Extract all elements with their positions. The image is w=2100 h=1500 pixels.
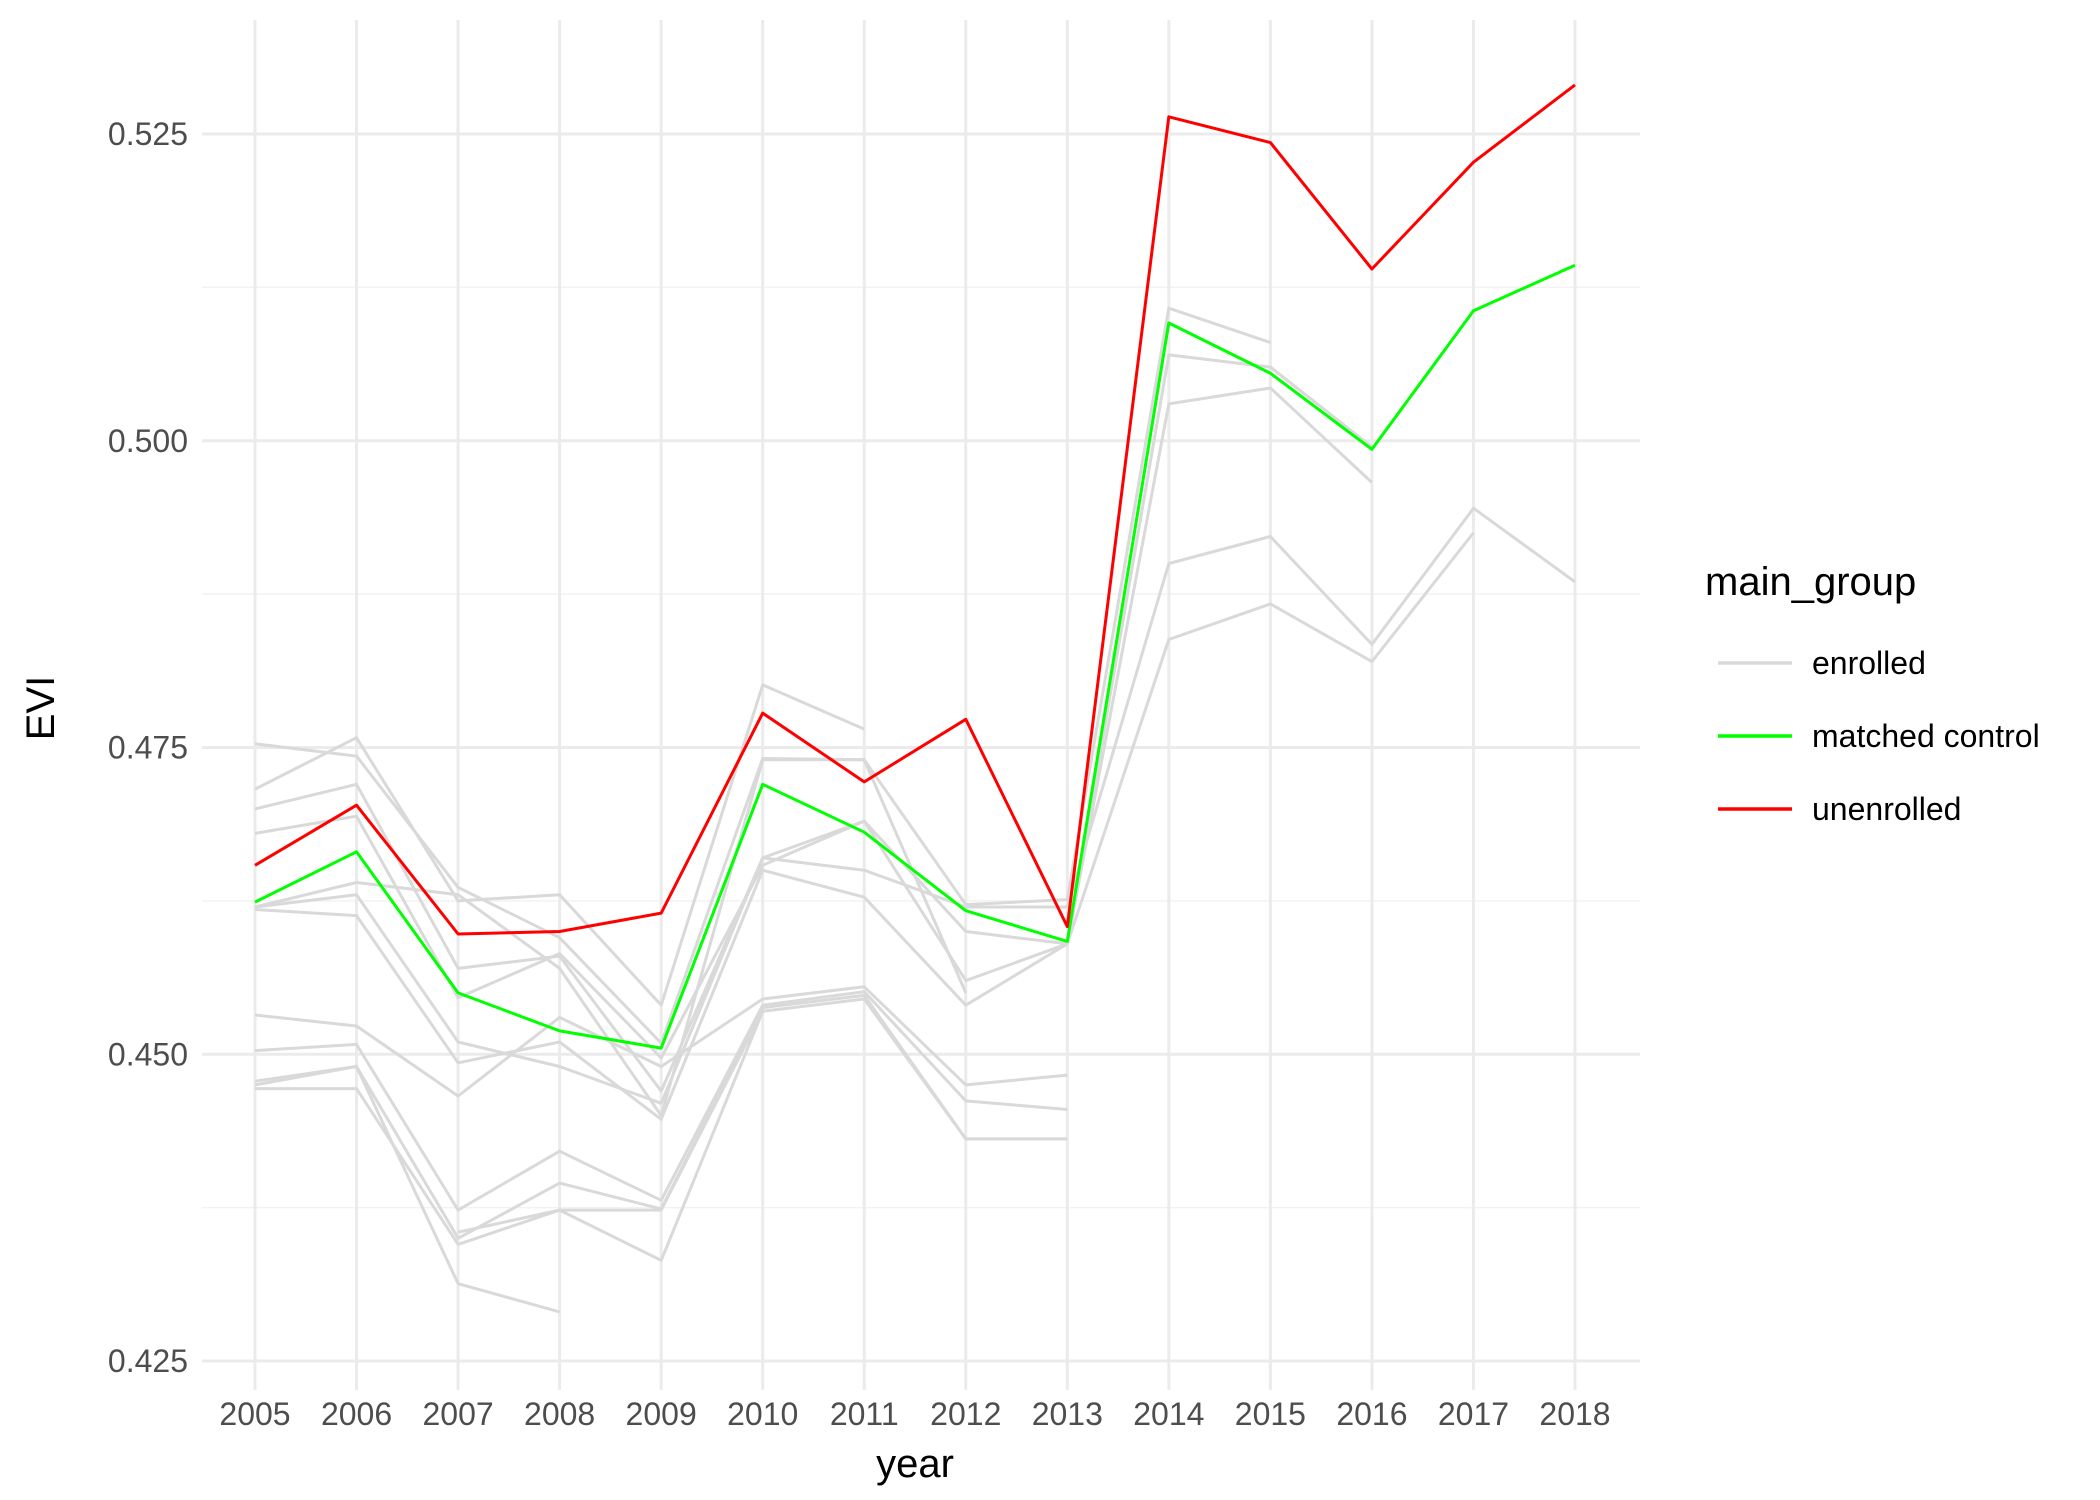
x-tick-label: 2006 — [321, 1396, 392, 1432]
series-line-enrolled-8 — [254, 990, 1068, 1212]
y-axis-title: EVI — [19, 676, 63, 740]
x-tick-label: 2005 — [219, 1396, 290, 1432]
x-tick-label: 2018 — [1539, 1396, 1610, 1432]
series-line-enrolled-7 — [254, 985, 1068, 1098]
series-line-enrolled-11 — [254, 1065, 561, 1314]
y-axis-tick-labels: 0.425 0.450 0.475 0.500 0.525 — [108, 116, 188, 1379]
x-tick-label: 2008 — [524, 1396, 595, 1432]
x-tick-label: 2017 — [1438, 1396, 1509, 1432]
series-line-unenrolled-14 — [254, 83, 1576, 936]
x-axis-tick-labels: 2005 2006 2007 2008 2009 2010 2011 2012 2013 2014… — [219, 1396, 1610, 1432]
x-tick-label: 2013 — [1032, 1396, 1103, 1432]
series-line-enrolled-12 — [457, 1010, 765, 1262]
y-tick-label: 0.450 — [108, 1036, 188, 1072]
x-axis-title: year — [876, 1442, 954, 1486]
x-tick-label: 2012 — [930, 1396, 1001, 1432]
series-lines — [254, 83, 1576, 1314]
x-tick-label: 2009 — [626, 1396, 697, 1432]
minor-gridlines — [202, 286, 1640, 1209]
y-tick-label: 0.500 — [108, 423, 188, 459]
legend: main_group enrolled matched control unenro… — [1705, 560, 2040, 827]
legend-label-matched-control: matched control — [1812, 718, 2040, 754]
legend-title: main_group — [1705, 560, 1916, 604]
x-tick-label: 2011 — [830, 1396, 899, 1432]
series-line-enrolled-2 — [254, 386, 1373, 1093]
x-tick-label: 2007 — [422, 1396, 493, 1432]
y-tick-label: 0.425 — [108, 1343, 188, 1379]
legend-label-enrolled: enrolled — [1812, 645, 1926, 681]
x-tick-label: 2016 — [1336, 1396, 1407, 1432]
x-tick-label: 2015 — [1235, 1396, 1306, 1432]
y-tick-label: 0.475 — [108, 730, 188, 766]
series-line-enrolled-1 — [254, 683, 865, 1007]
x-tick-label: 2010 — [727, 1396, 798, 1432]
legend-label-unenrolled: unenrolled — [1812, 791, 1961, 827]
major-gridlines — [202, 20, 1640, 1390]
series-line-matched-control-13 — [254, 263, 1576, 1050]
y-tick-label: 0.525 — [108, 116, 188, 152]
x-tick-label: 2014 — [1133, 1396, 1204, 1432]
series-line-enrolled-5 — [254, 506, 1576, 1105]
series-line-enrolled-6 — [254, 531, 1475, 1121]
legend-entries: enrolled matched control unenrolled — [1718, 645, 2040, 827]
